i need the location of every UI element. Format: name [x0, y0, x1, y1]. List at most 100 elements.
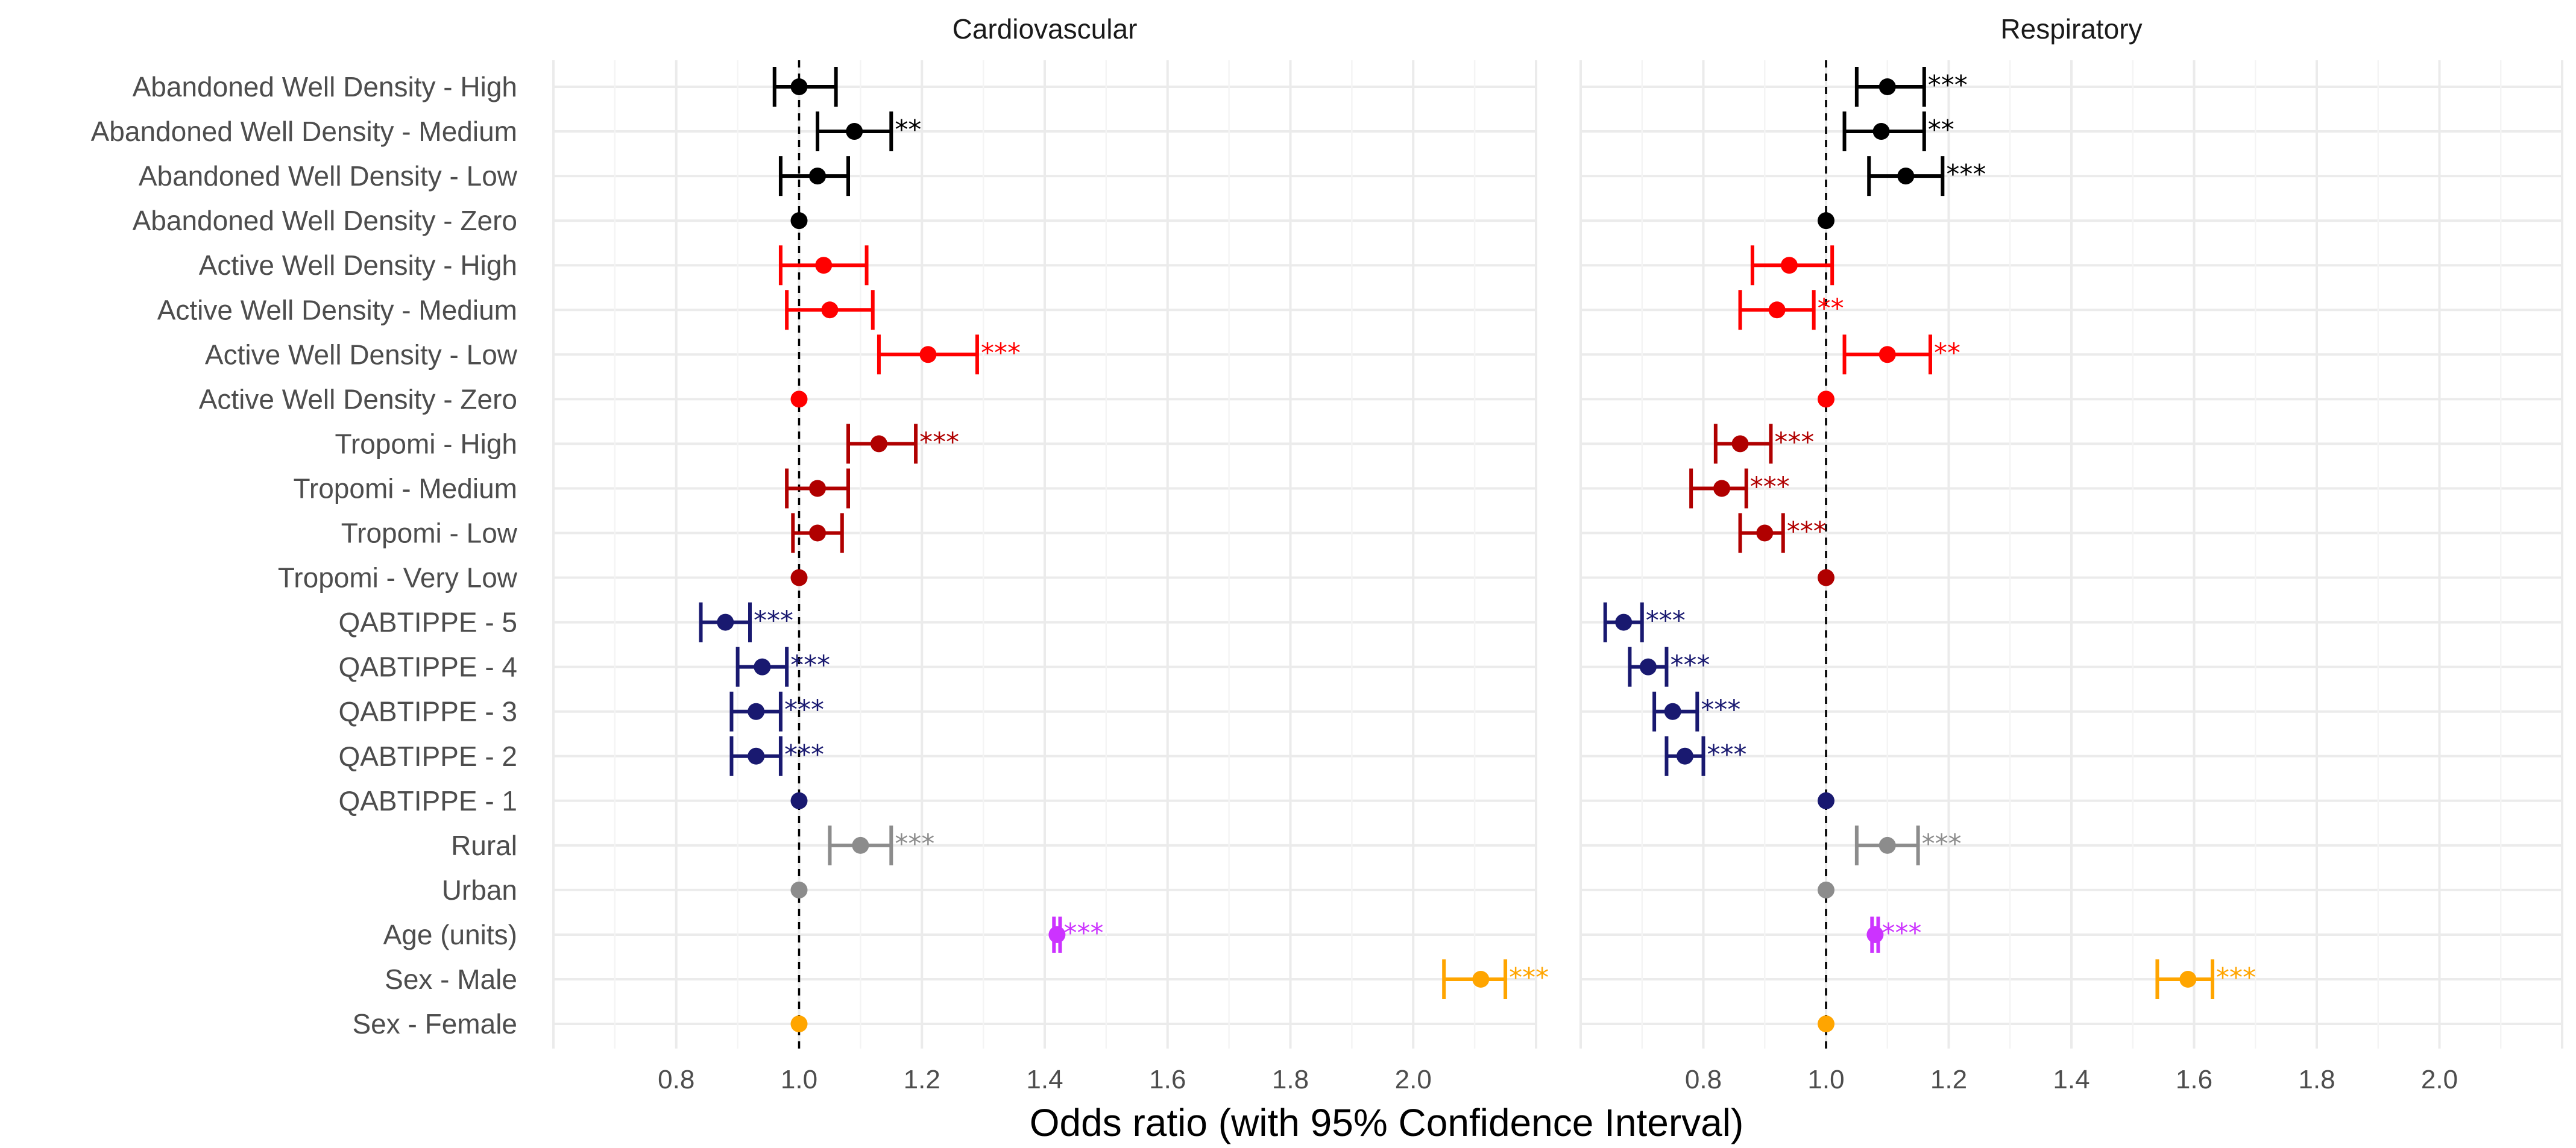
text-layer: Abandoned Well Density - High Abandoned W… [91, 13, 2458, 1094]
significance-label: *** [1646, 606, 1686, 636]
estimate-point [1048, 926, 1066, 943]
significance-label: *** [1787, 516, 1827, 547]
estimate-point [1713, 480, 1731, 497]
significance-label: *** [1701, 695, 1740, 726]
x-tick-label: 1.0 [1807, 1065, 1844, 1094]
significance-label: *** [2216, 962, 2256, 993]
significance-label: ** [1928, 114, 1954, 145]
significance-label: *** [1063, 918, 1103, 949]
x-tick-label: 2.0 [1395, 1065, 1432, 1094]
estimate-point [870, 435, 887, 453]
significance-label: *** [919, 427, 959, 457]
estimate-point [1878, 346, 1896, 363]
estimate-point [1818, 212, 1834, 230]
x-tick-label: 1.6 [2176, 1065, 2212, 1094]
estimate-point [790, 1015, 808, 1033]
y-axis-label: Abandoned Well Density - Medium [91, 116, 517, 147]
panel-title: Cardiovascular [953, 13, 1138, 45]
y-axis-label: QABTIPPE - 4 [338, 651, 517, 683]
y-axis-label: QABTIPPE - 5 [338, 607, 517, 638]
y-axis-label: Age (units) [383, 919, 517, 950]
y-axis-label: Abandoned Well Density - Zero [133, 205, 517, 236]
significance-label: *** [1774, 427, 1814, 457]
estimate-point [809, 168, 827, 185]
estimate-point [1872, 123, 1890, 140]
x-tick-label: 2.0 [2421, 1065, 2458, 1094]
significance-label: *** [1922, 829, 1962, 859]
y-axis-label: Tropomi - Low [341, 518, 518, 549]
estimate-point [748, 703, 765, 720]
y-axis-label: Abandoned Well Density - High [133, 71, 517, 102]
significance-label: *** [1928, 70, 1968, 101]
y-axis-label: Sex - Male [385, 964, 517, 995]
estimate-point [1818, 792, 1834, 809]
significance-label: *** [784, 695, 824, 726]
estimate-point [790, 78, 808, 95]
x-tick-label: 1.2 [904, 1065, 940, 1094]
y-axis-label: Active Well Density - Medium [157, 294, 517, 325]
estimate-point [790, 881, 808, 899]
y-axis-label: Tropomi - High [335, 428, 517, 459]
x-tick-label: 1.4 [2053, 1065, 2089, 1094]
y-axis-label: QABTIPPE - 1 [338, 785, 517, 817]
estimate-point [1664, 703, 1681, 720]
estimate-point [1780, 257, 1798, 274]
estimate-point [1676, 747, 1693, 765]
x-tick-label: 0.8 [1685, 1065, 1722, 1094]
y-axis-label: Active Well Density - Zero [199, 383, 517, 415]
significance-label: *** [1946, 159, 1986, 190]
x-tick-label: 1.0 [781, 1065, 817, 1094]
y-axis-label: Active Well Density - High [199, 249, 517, 281]
estimate-point [809, 480, 827, 497]
estimate-point [717, 613, 734, 631]
estimate-point [815, 257, 833, 274]
estimate-point [1731, 435, 1749, 453]
y-axis-label: Active Well Density - Low [205, 339, 518, 370]
significance-label: *** [784, 739, 824, 770]
estimate-point [748, 747, 765, 765]
estimate-point [2179, 971, 2197, 988]
estimate-point [1818, 569, 1834, 586]
estimate-point [754, 658, 771, 676]
estimate-point [852, 836, 869, 854]
y-axis-label: Tropomi - Very Low [278, 562, 518, 594]
estimate-point [1615, 613, 1633, 631]
panel-title: Respiratory [2000, 13, 2142, 45]
estimate-point [1768, 301, 1786, 319]
estimate-point [1818, 1015, 1834, 1033]
estimate-point [790, 391, 808, 408]
y-axis-label: QABTIPPE - 3 [338, 696, 517, 727]
x-tick-label: 1.4 [1026, 1065, 1063, 1094]
x-tick-label: 0.8 [658, 1065, 694, 1094]
y-axis-label: QABTIPPE - 2 [338, 741, 517, 772]
y-axis-label: Tropomi - Medium [294, 472, 517, 504]
y-axis-label: Rural [451, 830, 517, 861]
estimate-point [821, 301, 839, 319]
significance-label: *** [1670, 650, 1710, 681]
estimate-point [919, 346, 937, 363]
estimate-point [809, 524, 827, 542]
significance-label: *** [1509, 962, 1549, 993]
estimate-point [1639, 658, 1657, 676]
significance-label: *** [790, 650, 830, 681]
estimate-point [1818, 391, 1834, 408]
significance-label: *** [1707, 739, 1747, 770]
marks-layer [699, 67, 2215, 1033]
x-axis-title: Odds ratio (with 95% Confidence Interval… [1030, 1101, 1744, 1144]
estimate-point [1756, 524, 1774, 542]
y-axis-label: Urban [442, 874, 517, 906]
x-tick-label: 1.2 [1930, 1065, 1967, 1094]
estimate-point [1878, 836, 1896, 854]
estimate-point [1878, 78, 1896, 95]
estimate-point [790, 212, 808, 230]
estimate-point [790, 792, 808, 809]
estimate-point [1897, 168, 1915, 185]
x-tick-label: 1.8 [1272, 1065, 1309, 1094]
y-axis-label: Sex - Female [352, 1008, 517, 1040]
significance-label: ** [1818, 293, 1844, 324]
grid-layer [552, 60, 2563, 1049]
significance-label: *** [1882, 918, 1921, 949]
significance-label: *** [754, 606, 793, 636]
